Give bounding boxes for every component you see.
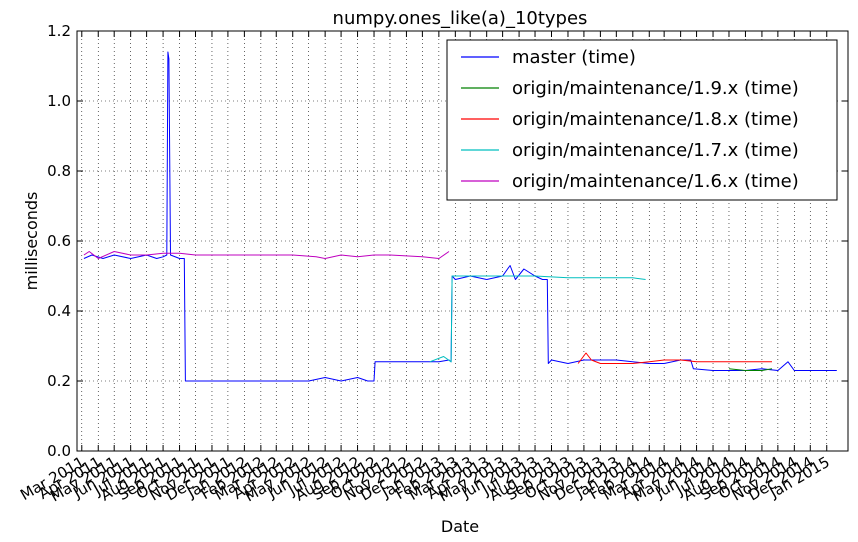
y-tick-label: 0.0 <box>47 442 71 460</box>
legend-label: origin/maintenance/1.6.x (time) <box>512 171 799 192</box>
legend-label: origin/maintenance/1.9.x (time) <box>512 78 799 99</box>
legend-box <box>446 39 838 201</box>
y-tick-label: 1.2 <box>47 22 71 40</box>
series-lines <box>83 51 837 382</box>
y-tick-label: 1.0 <box>47 92 71 110</box>
legend: master (time) origin/maintenance/1.9.x (t… <box>446 39 838 201</box>
y-axis-title: milliseconds <box>22 192 41 291</box>
y-tick-label: 0.4 <box>47 302 71 320</box>
legend-label: origin/maintenance/1.8.x (time) <box>512 109 799 130</box>
chart-title: numpy.ones_like(a)_10types <box>333 8 588 29</box>
y-tick-label: 0.6 <box>47 232 71 250</box>
x-axis-title: Date <box>441 517 479 536</box>
series-line <box>429 275 646 363</box>
y-tick-label: 0.2 <box>47 372 71 390</box>
legend-label: origin/maintenance/1.7.x (time) <box>512 140 799 161</box>
legend-label: master (time) <box>512 47 636 68</box>
series-line <box>728 368 773 371</box>
series-line <box>577 352 772 364</box>
series-line <box>83 251 450 259</box>
y-tick-label: 0.8 <box>47 162 71 180</box>
